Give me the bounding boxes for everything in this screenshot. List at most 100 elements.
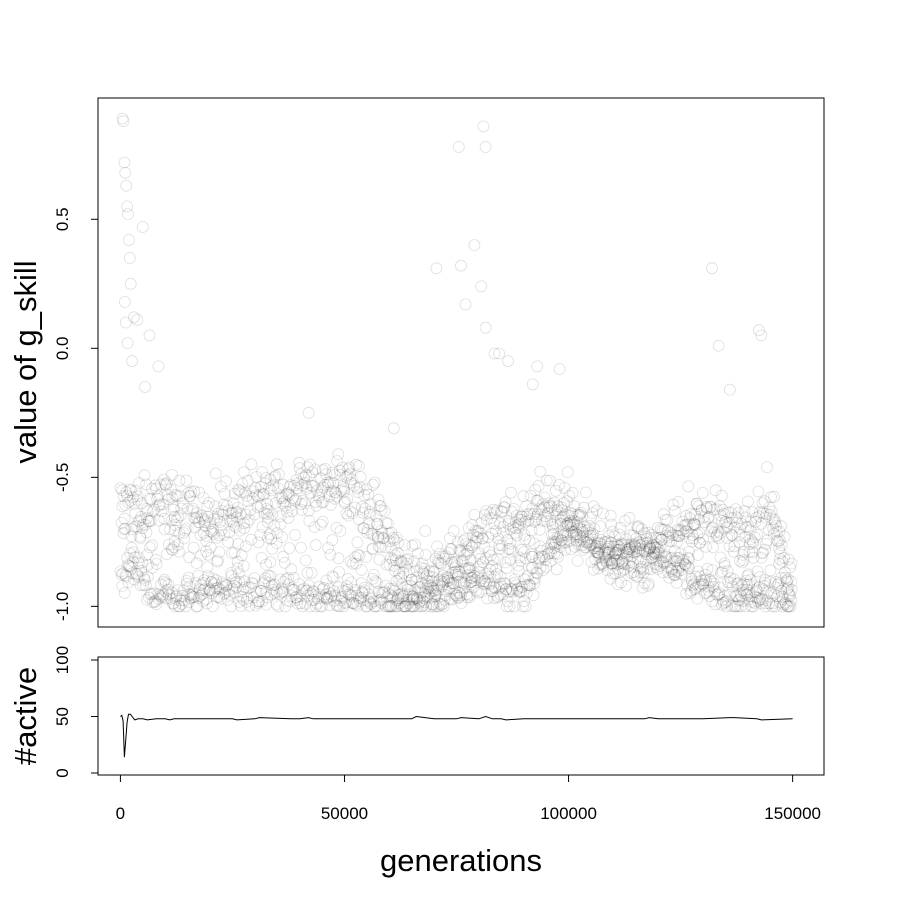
scatter-point [395, 571, 408, 584]
scatter-point [335, 590, 348, 603]
scatter-point [613, 540, 625, 553]
scatter-point [390, 531, 403, 544]
scatter-point [302, 504, 315, 517]
scatter-point [704, 574, 716, 586]
scatter-point [623, 511, 636, 524]
scatter-point [717, 597, 730, 609]
scatter-point [220, 580, 233, 592]
scatter-point [140, 593, 153, 606]
scatter-point [235, 600, 248, 612]
scatter-point [723, 517, 736, 530]
scatter-point [363, 588, 376, 601]
scatter-point [469, 524, 482, 537]
scatter-point [515, 514, 528, 526]
scatter-point [173, 527, 186, 539]
scatter-point [744, 524, 757, 537]
scatter-point [783, 588, 796, 601]
scatter-point [236, 477, 249, 490]
scatter-point [408, 592, 421, 605]
scatter-point [565, 521, 578, 534]
scatter-point [728, 573, 740, 586]
scatter-point [600, 554, 613, 566]
scatter-point [221, 594, 234, 606]
scatter-point [630, 541, 642, 554]
scatter-point [697, 533, 710, 546]
scatter-point [294, 541, 307, 554]
scatter-point [127, 573, 140, 586]
scatter-point [472, 560, 485, 573]
scatter-point [449, 589, 462, 602]
scatter-point [121, 552, 134, 564]
scatter-point [488, 517, 501, 530]
scatter-point [520, 587, 533, 600]
scatter-point [391, 547, 404, 560]
scatter-point [617, 564, 629, 577]
scatter-point [334, 468, 347, 481]
scatter-point [341, 469, 354, 482]
scatter-point [327, 571, 340, 584]
scatter-point [442, 571, 454, 584]
scatter-point [269, 469, 282, 482]
scatter-point [161, 488, 174, 501]
scatter-point [641, 562, 654, 575]
scatter-point [446, 577, 459, 590]
scatter-point [295, 498, 308, 510]
scatter-point [226, 513, 239, 526]
scatter-point [551, 504, 564, 517]
scatter-point [267, 583, 280, 596]
scatter-point [554, 517, 567, 530]
scatter-point [770, 576, 782, 588]
scatter-point [776, 600, 789, 613]
scatter-point [561, 517, 574, 530]
scatter-point [607, 567, 619, 580]
scatter-point [168, 511, 181, 524]
scatter-point [121, 559, 134, 571]
scatter-point [477, 578, 490, 590]
scatter-point [179, 600, 192, 613]
scatter-point [666, 565, 678, 578]
scatter-point [477, 556, 489, 569]
scatter-point [676, 564, 689, 576]
scatter-point [422, 578, 434, 591]
scatter-point [510, 509, 523, 522]
scatter-point [578, 535, 590, 548]
scatter-point [443, 581, 456, 594]
scatter-point [551, 531, 564, 544]
scatter-point [771, 534, 783, 547]
scatter-point [751, 528, 764, 541]
scatter-point [443, 532, 456, 544]
scatter-point [215, 524, 228, 537]
scatter-point [603, 546, 616, 559]
scatter-point [421, 575, 434, 587]
scatter-point [726, 512, 738, 524]
scatter-point [152, 592, 165, 605]
scatter-point [320, 468, 333, 481]
scatter-point [188, 485, 201, 498]
scatter-point [680, 519, 692, 531]
scatter-point [175, 502, 188, 515]
scatter-point [713, 581, 726, 594]
scatter-point [500, 583, 513, 595]
scatter-point [664, 527, 677, 539]
scatter-point [468, 508, 481, 521]
scatter-point [619, 514, 631, 527]
scatter-point [659, 549, 672, 562]
scatter-point [355, 577, 368, 590]
scatter-point [389, 549, 402, 562]
scatter-point [266, 542, 279, 555]
scatter-point [152, 360, 165, 373]
scatter-point [669, 569, 682, 581]
scatter-point [639, 546, 651, 558]
scatter-point [296, 479, 309, 492]
scatter-point [642, 526, 655, 539]
scatter-point [402, 553, 415, 565]
scatter-point [392, 589, 405, 601]
scatter-point [196, 588, 209, 600]
scatter-point [149, 553, 162, 566]
scatter-point [345, 473, 358, 486]
scatter-point [234, 508, 247, 520]
scatter-point [524, 489, 537, 502]
scatter-point [338, 585, 351, 598]
scatter-point [392, 537, 405, 549]
scatter-point [348, 480, 361, 492]
